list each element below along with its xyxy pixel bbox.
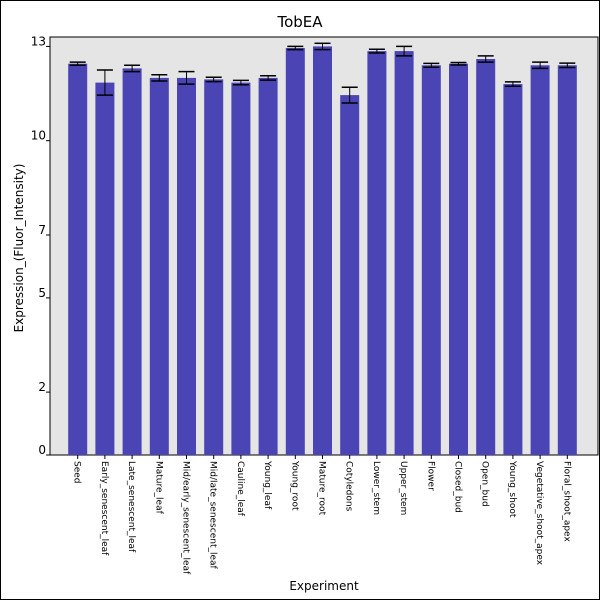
x-tick-label: Cauline_leaf <box>235 461 245 517</box>
bar <box>476 59 496 455</box>
x-tick-label: Early_senescent_leaf <box>99 461 109 556</box>
error-bar <box>477 55 494 63</box>
error-bars-group <box>69 42 576 104</box>
x-tick-label: Mature_leaf <box>153 461 163 515</box>
bar <box>503 84 523 455</box>
y-tick-label: 10 <box>31 129 46 143</box>
x-axis: Seed Early_senescent_leaf Late_senescent_l… <box>72 455 571 575</box>
error-bar <box>232 79 249 86</box>
x-tick-label: Vegetative_shoot_apex <box>534 461 544 566</box>
x-tick-label: Mature_root <box>317 461 327 516</box>
bar <box>421 65 441 456</box>
bar <box>258 77 278 456</box>
x-tick-label: Mid/early_senescent_leaf <box>181 461 191 575</box>
x-tick-label: Young_root <box>289 460 299 511</box>
error-bar <box>341 86 358 104</box>
x-tick-label: Late_senescent_leaf <box>126 461 136 553</box>
error-bar <box>314 42 331 51</box>
y-tick-label: 2 <box>38 380 46 394</box>
error-bar <box>532 61 549 70</box>
error-bar <box>260 74 277 81</box>
error-bar <box>178 70 195 85</box>
x-tick-label: Lower_stem <box>371 461 381 515</box>
y-tick-label: 0 <box>38 443 46 457</box>
bar <box>177 77 196 456</box>
x-tick-label: Seed <box>72 461 82 484</box>
bar <box>394 51 414 455</box>
x-tick-label: Cotyledons <box>344 461 354 512</box>
x-tick-label: Floral_shoot_apex <box>561 461 571 542</box>
error-bar <box>368 48 385 54</box>
bar <box>231 82 251 455</box>
error-bar <box>205 76 222 83</box>
bar <box>285 48 305 455</box>
error-bar <box>450 61 467 66</box>
error-bar <box>151 73 168 82</box>
chart-title: TobEA <box>276 13 323 31</box>
error-bar <box>559 62 576 69</box>
error-bar <box>69 61 86 67</box>
error-bar <box>96 69 113 96</box>
y-tick-label: 5 <box>38 286 46 300</box>
error-bar <box>423 62 440 68</box>
bar <box>95 82 115 455</box>
bar <box>367 51 387 455</box>
error-bar <box>396 45 413 57</box>
bar <box>557 65 577 456</box>
y-axis: 0 2 5 7 10 13 <box>31 34 50 457</box>
bar <box>449 63 468 455</box>
bar <box>313 46 332 456</box>
bar <box>68 63 88 455</box>
bar <box>204 79 224 456</box>
x-tick-label: Young_leaf <box>262 460 272 510</box>
y-tick-label: 13 <box>31 34 46 48</box>
y-tick-label: 7 <box>38 223 46 237</box>
x-tick-label: Open_bud <box>480 461 490 507</box>
bar <box>530 65 550 456</box>
bar <box>149 77 169 456</box>
bar <box>340 95 360 455</box>
error-bar <box>124 64 141 73</box>
x-tick-label: Mid/late_senescent_leaf <box>208 461 218 570</box>
x-tick-label: Upper_stem <box>398 461 408 515</box>
x-tick-label: Young_shoot <box>507 460 517 518</box>
bar <box>122 68 142 456</box>
y-axis-label: Expression_(Fluor_Intensity) <box>12 164 26 333</box>
bars-group <box>68 46 577 456</box>
x-tick-label: Closed_bud <box>453 461 463 513</box>
error-bar <box>287 45 304 51</box>
error-bar <box>504 81 521 88</box>
x-tick-label: Flower <box>425 461 435 491</box>
x-axis-label: Experiment <box>289 579 359 593</box>
